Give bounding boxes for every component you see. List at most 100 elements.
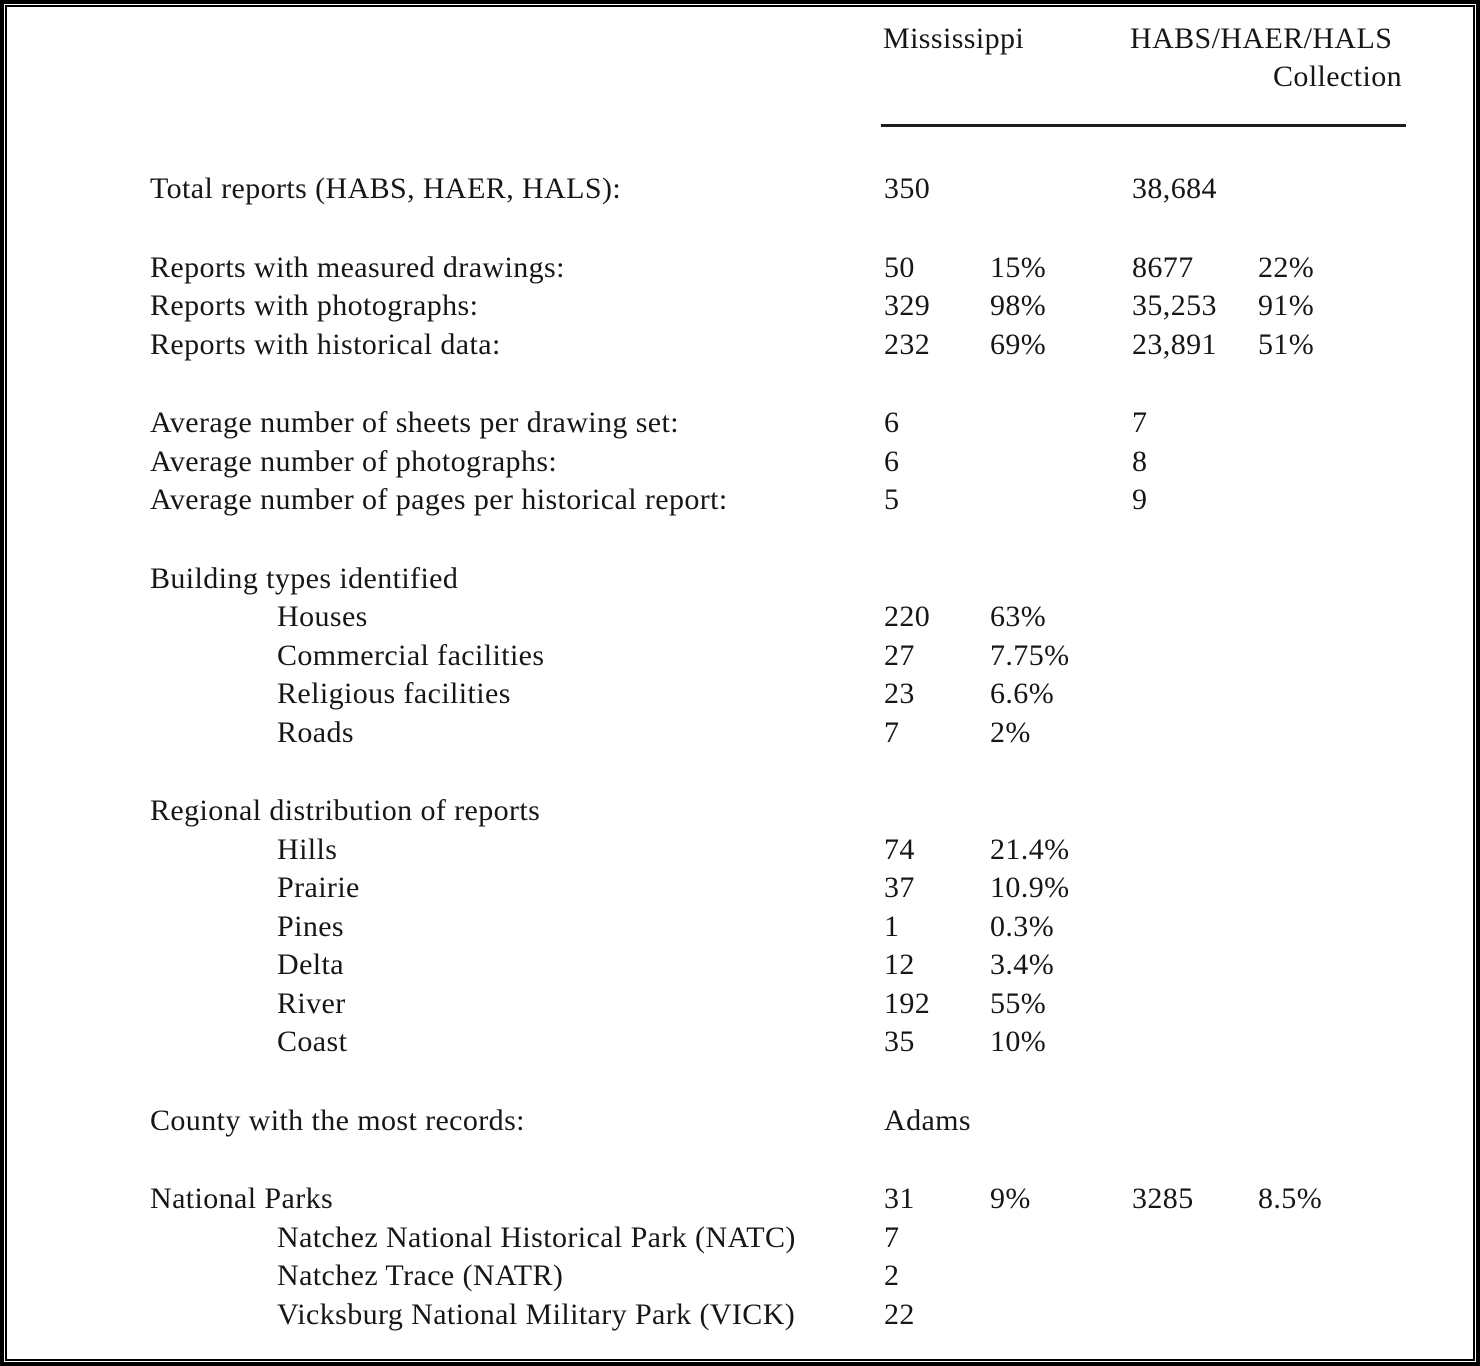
section-gap — [4, 364, 1476, 404]
row-label: River — [277, 986, 346, 1020]
collection-percent: 22% — [1258, 250, 1315, 284]
mississippi-percent: 10.9% — [990, 871, 1070, 904]
row-label: Natchez National Historical Park (NATC) — [277, 1220, 796, 1254]
table-row: National Parks 31 9% 3285 8.5% — [4, 1180, 1476, 1219]
table-row: Building types identified — [4, 560, 1476, 599]
mississippi-value: 37 — [884, 871, 915, 904]
mississippi-value: 31 — [884, 1182, 915, 1215]
mississippi-percent: 63% — [990, 600, 1047, 633]
table-row: Reports with measured drawings: 50 15% 8677… — [4, 249, 1476, 288]
collection-percent: 8.5% — [1258, 1182, 1323, 1215]
row-label: Natchez Trace (NATR) — [277, 1259, 564, 1292]
table-row: Hills 74 21.4% — [4, 831, 1476, 870]
column-header-collection: HABS/HAER/HALS Collection — [1130, 20, 1442, 96]
row-label: Religious facilities — [277, 677, 511, 710]
mississippi-percent: 2% — [990, 715, 1031, 749]
collection-value: 38,684 — [1132, 172, 1217, 205]
column-header-collection-line1: HABS/HAER/HALS — [1130, 22, 1393, 55]
mississippi-value: 6 — [884, 406, 900, 439]
row-label: Commercial facilities — [277, 638, 545, 672]
collection-value: 7 — [1132, 406, 1148, 439]
row-label: County with the most records: — [150, 1103, 525, 1137]
table-row: Coast 35 10% — [4, 1023, 1476, 1062]
mississippi-value: 7 — [884, 715, 900, 749]
mississippi-percent: 7.75% — [990, 638, 1070, 672]
stats-table: Total reports (HABS, HAER, HALS): 350 38,6… — [4, 170, 1476, 1334]
row-label: Hills — [277, 832, 338, 866]
mississippi-value: 329 — [884, 289, 931, 322]
mississippi-percent: 10% — [990, 1025, 1047, 1058]
row-label: Average number of sheets per drawing set… — [150, 406, 679, 439]
mississippi-value: 23 — [884, 677, 915, 710]
mississippi-value: 50 — [884, 250, 915, 284]
row-label: Prairie — [277, 871, 360, 904]
mississippi-value: 1 — [884, 909, 900, 943]
mississippi-percent: 15% — [990, 250, 1047, 284]
section-gap — [4, 1062, 1476, 1102]
table-row: Prairie 37 10.9% — [4, 869, 1476, 908]
section-gap — [4, 520, 1476, 560]
table-row: Delta 12 3.4% — [4, 946, 1476, 985]
mississippi-value: 22 — [884, 1297, 915, 1331]
collection-value: 8 — [1132, 444, 1148, 478]
collection-value: 9 — [1132, 483, 1148, 516]
mississippi-percent: 0.3% — [990, 909, 1055, 943]
mississippi-value: 7 — [884, 1220, 900, 1254]
table-row: Roads 7 2% — [4, 714, 1476, 753]
table-row: Regional distribution of reports — [4, 792, 1476, 831]
table-row: Pines 1 0.3% — [4, 908, 1476, 947]
row-label: Coast — [277, 1025, 348, 1058]
row-label: Delta — [277, 948, 344, 981]
column-header-collection-line2: Collection — [1273, 60, 1402, 93]
mississippi-value: 2 — [884, 1259, 900, 1292]
mississippi-value: 220 — [884, 600, 931, 633]
row-label: Roads — [277, 715, 354, 749]
table-row: County with the most records: Adams — [4, 1102, 1476, 1141]
mississippi-value: 6 — [884, 444, 900, 478]
row-label: Houses — [277, 600, 368, 633]
mississippi-percent: 98% — [990, 289, 1047, 322]
mississippi-percent: 9% — [990, 1182, 1031, 1215]
header-rule — [881, 124, 1406, 127]
section-gap — [4, 1140, 1476, 1180]
mississippi-value: 74 — [884, 832, 915, 866]
collection-value: 23,891 — [1132, 327, 1217, 361]
table-row: Houses 220 63% — [4, 598, 1476, 637]
mississippi-value: Adams — [884, 1103, 971, 1137]
table-row: Average number of sheets per drawing set… — [4, 404, 1476, 443]
row-label: Average number of photographs: — [150, 444, 558, 478]
row-label: Reports with historical data: — [150, 327, 501, 361]
table-row: Religious facilities 23 6.6% — [4, 675, 1476, 714]
row-label: Regional distribution of reports — [150, 794, 541, 827]
mississippi-value: 350 — [884, 172, 931, 205]
mississippi-value: 5 — [884, 483, 900, 516]
table-row: Commercial facilities 27 7.75% — [4, 637, 1476, 676]
table-row: Reports with historical data: 232 69% 23,89… — [4, 326, 1476, 365]
table-row: Average number of photographs: 6 8 — [4, 443, 1476, 482]
mississippi-percent: 21.4% — [990, 832, 1070, 866]
mississippi-value: 27 — [884, 638, 915, 672]
mississippi-percent: 6.6% — [990, 677, 1055, 710]
row-label: Building types identified — [150, 561, 459, 595]
row-label: Reports with measured drawings: — [150, 250, 565, 284]
mississippi-value: 232 — [884, 327, 931, 361]
row-label: Average number of pages per historical r… — [150, 483, 728, 516]
table-row: Total reports (HABS, HAER, HALS): 350 38,6… — [4, 170, 1476, 209]
table-row: Vicksburg National Military Park (VICK) 2… — [4, 1296, 1476, 1335]
collection-percent: 51% — [1258, 327, 1315, 361]
table-row: River 192 55% — [4, 985, 1476, 1024]
section-gap — [4, 209, 1476, 249]
row-label: Reports with photographs: — [150, 289, 479, 322]
mississippi-percent: 69% — [990, 327, 1047, 361]
collection-percent: 91% — [1258, 289, 1315, 322]
mississippi-percent: 55% — [990, 986, 1047, 1020]
mississippi-value: 192 — [884, 986, 931, 1020]
table-row: Natchez Trace (NATR) 2 — [4, 1257, 1476, 1296]
table-row: Reports with photographs: 329 98% 35,253 91% — [4, 287, 1476, 326]
mississippi-value: 35 — [884, 1025, 915, 1058]
row-label: Total reports (HABS, HAER, HALS): — [150, 172, 622, 205]
mississippi-value: 12 — [884, 948, 915, 981]
collection-value: 3285 — [1132, 1182, 1194, 1215]
table-row: Natchez National Historical Park (NATC) 7 — [4, 1219, 1476, 1258]
